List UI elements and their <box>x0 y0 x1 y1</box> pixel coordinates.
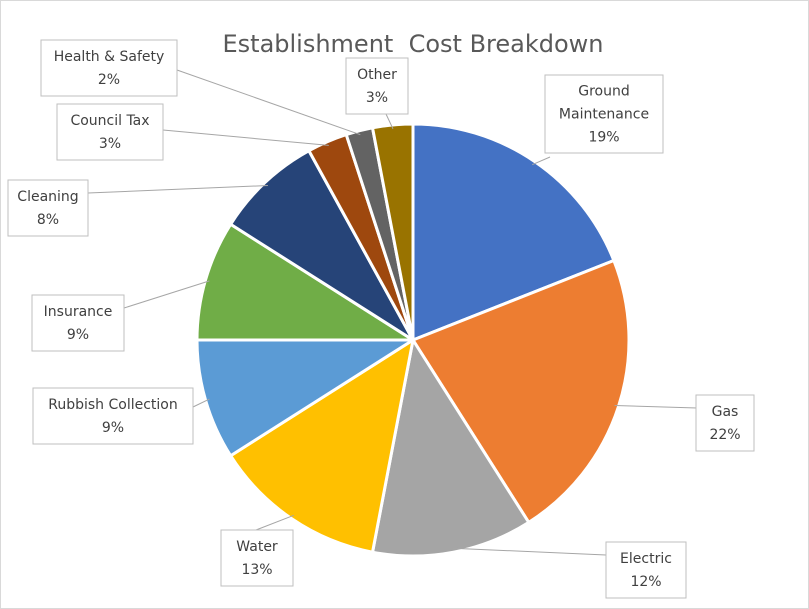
data-label-box <box>220 529 294 587</box>
pie-slice-insurance <box>195 222 415 342</box>
data-label-box <box>544 74 664 154</box>
data-label-council-tax: Council Tax 3% <box>56 103 164 161</box>
data-label-category: Water <box>236 539 278 555</box>
data-label-percentage: 9% <box>102 420 124 436</box>
data-label-health-safety: Health & Safety 2% <box>40 39 178 97</box>
data-label-category: Council Tax <box>70 113 149 129</box>
leader-line-insurance <box>123 280 210 309</box>
data-label-box <box>605 541 687 599</box>
data-label-percentage: 3% <box>99 136 121 152</box>
data-label-category: Gas <box>712 404 739 420</box>
leader-lines <box>87 69 698 556</box>
leader-line-other <box>385 113 394 130</box>
data-labels: Ground Maintenance 19% Gas 22% Electric 12% Wat… <box>7 39 755 599</box>
leader-line-health-safety <box>176 69 361 136</box>
data-label-rubbish-collection: Rubbish Collection 9% <box>32 387 194 445</box>
pie-slice-water <box>229 338 415 554</box>
data-label-percentage: 19% <box>588 130 619 146</box>
data-label-percentage: 2% <box>98 72 120 88</box>
leader-line-water <box>255 514 294 531</box>
data-label-insurance: Insurance 9% <box>31 294 125 352</box>
leader-line-ground-maintenance <box>532 156 551 166</box>
data-label-ground-maintenance: Ground Maintenance 19% <box>544 74 664 154</box>
leader-line-rubbish-collection <box>192 398 210 408</box>
leader-line-gas <box>614 405 698 409</box>
data-label-other: Other 3% <box>345 57 409 115</box>
data-label-category: Cleaning <box>17 189 78 205</box>
data-label-category: Insurance <box>44 304 113 320</box>
pie-slice-gas <box>411 258 631 524</box>
data-label-percentage: 8% <box>37 212 59 228</box>
data-label-box <box>345 57 409 115</box>
pie-slice-electric <box>371 338 531 558</box>
data-label-percentage: 12% <box>630 574 661 590</box>
data-label-box <box>32 387 194 445</box>
data-label-cleaning: Cleaning 8% <box>7 179 89 237</box>
data-label-percentage: 9% <box>67 327 89 343</box>
data-label-category: Rubbish Collection <box>48 397 178 413</box>
pie-slice-rubbish-collection <box>195 338 415 458</box>
data-label-category: Maintenance <box>559 107 649 123</box>
leader-line-cleaning <box>87 185 268 194</box>
pie-slices <box>195 122 631 558</box>
data-label-category: Electric <box>620 551 672 567</box>
data-label-box <box>56 103 164 161</box>
leader-line-electric <box>452 547 607 556</box>
data-label-category: Health & Safety <box>54 49 165 65</box>
data-label-box <box>695 394 755 452</box>
data-label-category: Ground <box>578 84 630 100</box>
data-label-category: Other <box>357 67 397 83</box>
data-label-box <box>31 294 125 352</box>
chart-title: Establishment Cost Breakdown <box>222 30 603 58</box>
data-label-box <box>40 39 178 97</box>
data-label-percentage: 3% <box>366 90 388 106</box>
pie-slice-ground-maintenance <box>411 122 616 342</box>
data-label-water: Water 13% <box>220 529 294 587</box>
pie-slice-cleaning <box>229 149 415 342</box>
pie-slice-other <box>371 122 415 342</box>
data-label-electric: Electric 12% <box>605 541 687 599</box>
data-label-box <box>7 179 89 237</box>
data-label-percentage: 22% <box>709 427 740 443</box>
leader-line-council-tax <box>162 129 329 146</box>
data-label-percentage: 13% <box>241 562 272 578</box>
data-label-gas: Gas 22% <box>695 394 755 452</box>
